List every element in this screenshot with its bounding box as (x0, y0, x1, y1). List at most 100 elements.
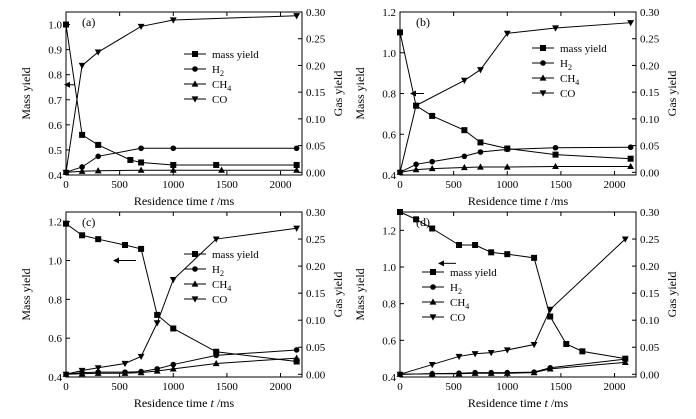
plot-frame (399, 11, 637, 176)
data-point-CH4 (621, 358, 629, 365)
y-left-tick-label: 1.0 (48, 256, 62, 268)
data-point-CO (212, 236, 220, 243)
legend-label: H2 (212, 64, 224, 78)
y-left-tick-label: 1.0 (382, 262, 396, 274)
data-point-mass-yield (79, 131, 86, 138)
y-right-tick-label: 0.10 (306, 114, 326, 126)
data-point-H2 (477, 149, 484, 155)
data-point-H2 (413, 161, 419, 168)
y-left-axis-label: Mass yield (19, 268, 33, 320)
data-point-H2 (429, 158, 435, 165)
legend-marker (430, 284, 436, 290)
data-point-CH4 (121, 369, 129, 376)
data-point-CH4 (477, 163, 484, 170)
y-right-tick-label: 0.05 (306, 342, 326, 354)
y-left-tick-label: 0.8 (48, 70, 62, 82)
data-point-mass-yield (170, 161, 177, 168)
panel-label: (a) (82, 15, 95, 29)
series-line-CO (65, 15, 297, 173)
data-point-mass-yield (170, 325, 177, 332)
y-right-tick-label: 0.25 (640, 34, 660, 46)
y-right-tick-label: 0.10 (640, 114, 660, 126)
y-right-tick-label: 0.20 (640, 261, 660, 273)
data-point-mass-yield (122, 242, 128, 248)
legend-label: mass yield (450, 267, 497, 279)
legend-marker (192, 251, 198, 257)
data-point-CO (78, 367, 86, 375)
data-point-mass-yield (477, 139, 484, 146)
y-left-tick-label: 0.4 (48, 372, 62, 384)
data-point-CH4 (552, 162, 559, 170)
data-point-CO (552, 25, 559, 32)
x-tick-label: 0 (63, 381, 69, 393)
x-tick-label: 1000 (496, 381, 519, 393)
y-right-axis-label: Gas yield (331, 272, 345, 318)
data-point-H2 (627, 144, 634, 151)
y-left-axis-label: Mass yield (353, 268, 367, 320)
data-point-mass-yield (138, 159, 145, 166)
data-point-mass-yield (504, 251, 511, 258)
y-left-tick-label: 1.0 (382, 48, 396, 60)
data-point-H2 (170, 361, 177, 368)
y-right-tick-label: 0.00 (640, 167, 660, 179)
data-point-CH4 (212, 359, 220, 367)
y-right-tick-label: 0.30 (306, 207, 326, 219)
data-point-H2 (138, 145, 144, 152)
data-point-CO (137, 353, 145, 361)
y-right-tick-label: 0.30 (306, 7, 326, 19)
data-point-CH4 (546, 365, 554, 372)
data-point-CO (477, 67, 484, 74)
y-right-tick-label: 0.05 (640, 141, 660, 153)
y-right-tick-label: 0.15 (306, 87, 326, 99)
x-tick-label: 0 (397, 381, 403, 393)
data-point-CO (121, 360, 129, 368)
data-point-CH4 (503, 163, 511, 170)
y-right-tick-label: 0.20 (640, 60, 660, 72)
data-point-H2 (552, 144, 559, 151)
data-point-H2 (95, 153, 101, 160)
data-point-mass-yield (627, 155, 634, 162)
data-point-CH4 (137, 369, 145, 376)
data-point-mass-yield (488, 249, 495, 256)
data-point-CH4 (503, 369, 511, 376)
x-tick-label: 1500 (216, 179, 239, 191)
legend-label: CO (450, 312, 465, 324)
legend-label: CO (212, 294, 227, 306)
data-point-CH4 (455, 370, 463, 377)
data-point-CO (396, 371, 404, 378)
data-point-CO (530, 341, 538, 349)
y-left-tick-label: 0.8 (382, 89, 396, 101)
data-point-mass-yield (531, 254, 538, 261)
data-point-CH4 (169, 365, 177, 372)
panel-label: (b) (416, 15, 430, 29)
data-point-CH4 (460, 163, 468, 171)
y-left-tick-label: 0.8 (48, 294, 62, 306)
data-point-CO (546, 306, 554, 313)
legend-label: CH4 (560, 73, 579, 87)
data-point-mass-yield (456, 242, 462, 248)
data-point-CO (137, 23, 145, 31)
x-tick-label: 2000 (604, 179, 627, 191)
y-right-tick-label: 0.00 (306, 167, 326, 179)
y-right-tick-label: 0.15 (640, 288, 660, 300)
y-left-tick-label: 0.4 (382, 372, 396, 384)
data-point-H2 (170, 145, 177, 152)
y-left-tick-label: 0.6 (382, 335, 396, 347)
legend-label: mass yield (560, 43, 607, 55)
legend-marker (539, 90, 547, 97)
data-point-CO (460, 77, 468, 85)
data-point-CO (153, 320, 161, 327)
legend-label: CH4 (450, 297, 469, 311)
y-right-tick-label: 0.10 (640, 315, 660, 327)
data-point-CO (428, 361, 436, 369)
data-point-mass-yield (547, 313, 554, 320)
x-tick-label: 1000 (162, 179, 185, 191)
y-right-tick-label: 0.20 (306, 60, 326, 72)
data-point-mass-yield (138, 245, 145, 252)
data-point-CO (293, 225, 301, 232)
legend-marker (192, 266, 198, 272)
data-point-mass-yield (63, 21, 69, 28)
data-point-CH4 (530, 369, 538, 376)
